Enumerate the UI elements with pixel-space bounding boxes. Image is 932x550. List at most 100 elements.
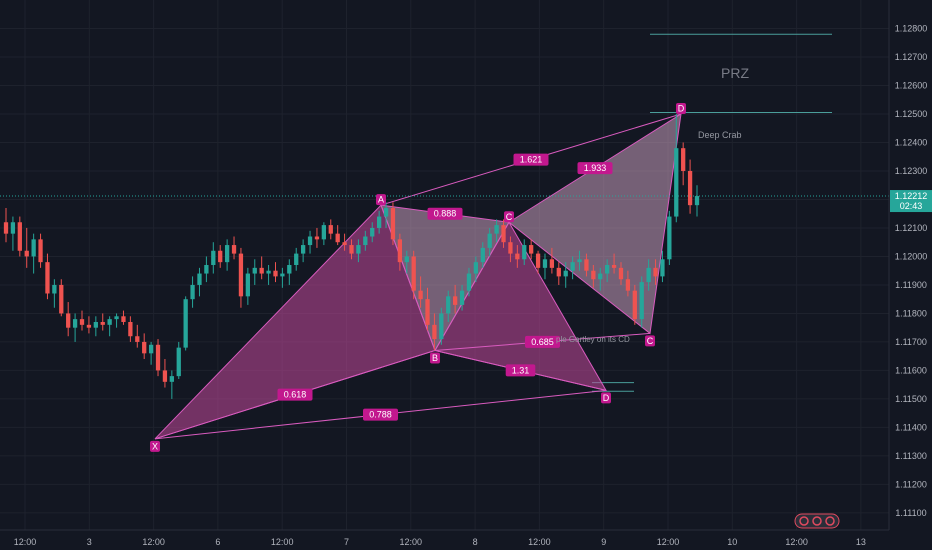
candle-body	[86, 324, 92, 328]
price-tick-label: 1.12100	[895, 223, 928, 233]
ratio-label: 0.685	[525, 335, 560, 348]
current-price-value: 1.12212	[895, 191, 928, 201]
candle	[563, 262, 568, 288]
candle-body	[611, 265, 617, 268]
candle-body	[135, 336, 140, 342]
candle	[522, 239, 527, 265]
candle	[86, 316, 92, 334]
candle	[169, 370, 174, 399]
candle	[591, 265, 596, 288]
candle-body	[660, 259, 665, 277]
price-tick-label: 1.11400	[895, 422, 927, 432]
price-axis[interactable]: 1.12800 1.12700 1.12600 1.12500 1.12400 1.123…	[888, 0, 932, 530]
candle	[349, 239, 354, 260]
price-tick-label: 1.11100	[895, 508, 926, 518]
price-tick-label: 1.11200	[895, 479, 927, 489]
tradingview-logo-icon[interactable]	[794, 513, 840, 529]
candle-body	[294, 253, 299, 265]
candle	[38, 233, 43, 268]
ratio-label: 0.888	[427, 207, 463, 220]
gartley-note: ple Gartley on its CD	[556, 335, 630, 344]
time-tick-label: 12:00	[528, 537, 551, 547]
candle	[397, 233, 403, 271]
time-tick-label: 9	[601, 537, 606, 547]
time-axis-bg	[0, 530, 932, 550]
candle	[376, 210, 382, 234]
candle	[59, 279, 64, 317]
ratio-label-text: 0.618	[284, 390, 307, 400]
time-axis[interactable]: 12:00 3 12:00 6 12:00 7 12:00 8 12:00 9 12:00 10 12:…	[0, 529, 932, 550]
point-label-bg	[645, 335, 655, 347]
candle	[238, 247, 244, 308]
candle-body	[681, 148, 686, 171]
candle	[418, 276, 423, 308]
candle-body	[466, 273, 472, 291]
candle-body	[687, 170, 693, 206]
candle	[162, 359, 168, 388]
candle-body	[556, 267, 561, 277]
ratio-label-bg	[513, 153, 549, 166]
candle	[224, 239, 230, 271]
candle-body	[38, 239, 43, 263]
candle-body	[570, 262, 575, 271]
prz-label: PRZ	[721, 65, 749, 81]
point-label-bg	[376, 194, 386, 206]
candle-body	[24, 250, 29, 257]
candle-body	[508, 242, 513, 254]
candle-body	[100, 321, 105, 325]
candle	[598, 267, 603, 291]
candle-body	[667, 216, 672, 260]
price-tick-label: 1.11500	[895, 394, 927, 404]
point-label-text: B	[432, 353, 438, 363]
candle-body	[591, 270, 596, 280]
candle	[273, 262, 278, 283]
candle-body	[128, 321, 133, 337]
point-label-text: D	[603, 393, 610, 403]
candle-body	[625, 279, 631, 291]
price-tick-label: 1.12000	[895, 251, 928, 261]
candle-body	[425, 299, 430, 325]
candle-body	[653, 267, 658, 277]
pattern-point-label: C	[504, 211, 514, 223]
ratio-label: 1.621	[513, 153, 549, 166]
candle	[646, 259, 651, 291]
price-tick-label: 1.11800	[895, 308, 927, 318]
candle-body	[266, 270, 271, 274]
candle-body	[335, 233, 340, 243]
candle-body	[238, 253, 244, 297]
candle-body	[522, 245, 527, 260]
candle-body	[259, 267, 264, 274]
candle-body	[245, 273, 250, 297]
candle-body	[3, 222, 9, 234]
ratio-label: 1.933	[577, 162, 613, 175]
candle	[411, 250, 416, 300]
ratio-label-bg	[427, 207, 463, 220]
logo-badge	[794, 513, 840, 529]
candle-body	[328, 225, 333, 234]
time-tick-label: 12:00	[785, 537, 808, 547]
candle	[231, 236, 237, 260]
candle	[632, 284, 637, 325]
candle	[625, 270, 631, 297]
candle-body	[169, 376, 174, 382]
candle	[674, 113, 679, 223]
candle-body	[439, 313, 444, 340]
candle-body	[494, 225, 499, 234]
candle	[114, 313, 119, 328]
pattern-point-label: B	[430, 352, 440, 364]
candle-body	[370, 227, 375, 237]
point-label-text: A	[378, 195, 384, 205]
candle-body	[584, 259, 589, 271]
candle	[128, 316, 133, 342]
candle-body	[17, 222, 22, 251]
candle	[404, 250, 409, 274]
candle	[335, 225, 340, 246]
pattern-point-label: D	[601, 392, 611, 404]
ratio-labels: 0.618 1.31 0.788 0.888 0.685 1.933 1.621	[277, 153, 613, 421]
candle	[487, 227, 492, 257]
candle	[439, 307, 444, 345]
candle-body	[142, 341, 147, 354]
point-label-bg	[150, 440, 160, 452]
candle	[245, 267, 250, 305]
